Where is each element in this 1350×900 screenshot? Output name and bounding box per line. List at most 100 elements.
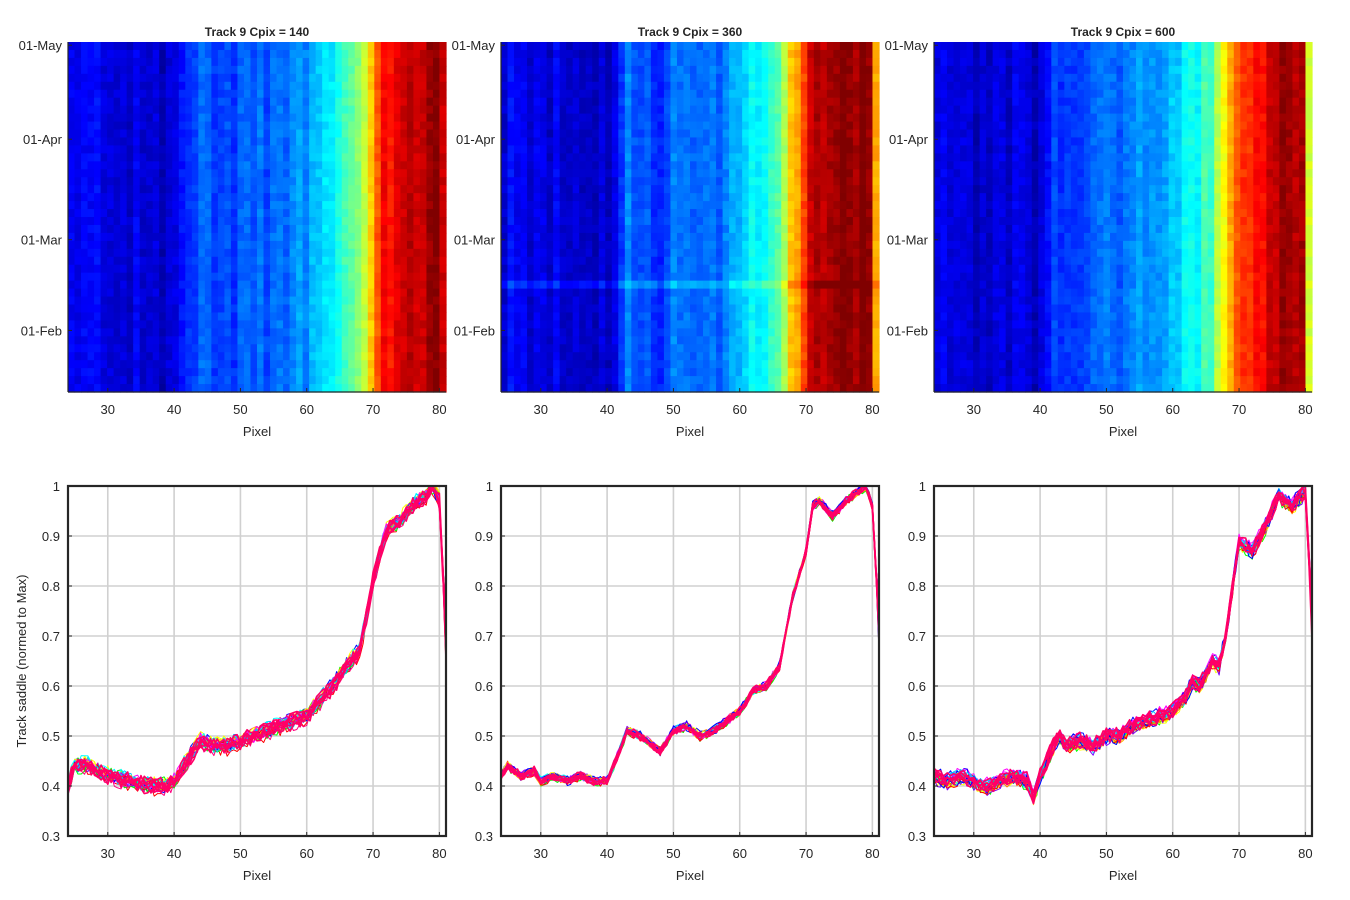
heatmap-cell — [794, 360, 802, 369]
heatmap-cell — [250, 288, 258, 298]
heatmap-cell — [126, 121, 134, 131]
heatmap-cell — [94, 344, 102, 353]
heatmap-cell — [100, 240, 108, 250]
heatmap-cell — [276, 224, 284, 234]
heatmap-cell — [637, 296, 645, 306]
heatmap-cell — [100, 368, 108, 377]
heatmap-cell — [813, 65, 821, 75]
x-tick-label: 40 — [167, 402, 181, 417]
heatmap-cell — [217, 73, 226, 83]
heatmap-cell — [139, 73, 147, 83]
heatmap-cell — [690, 193, 698, 202]
heatmap-cell — [165, 121, 173, 131]
heatmap-cell — [393, 81, 401, 91]
heatmap-cell — [413, 49, 421, 59]
heatmap-cell — [257, 272, 265, 282]
heatmap-cell — [676, 272, 685, 282]
heatmap-cell — [735, 201, 743, 210]
heatmap-cell — [263, 57, 271, 67]
heatmap-cell — [309, 201, 317, 210]
heatmap-cell — [624, 352, 632, 361]
heatmap-cell — [820, 232, 828, 242]
heatmap-cell — [553, 65, 561, 75]
heatmap-cell — [309, 185, 317, 194]
heatmap-cell — [722, 73, 730, 83]
heatmap-cell — [354, 209, 362, 218]
heatmap-cell — [289, 209, 297, 218]
heatmap-cell — [257, 65, 265, 75]
heatmap-cell — [833, 320, 841, 329]
heatmap-cell — [87, 89, 95, 99]
heatmap-cell — [696, 89, 704, 99]
heatmap-cell — [514, 232, 522, 242]
heatmap-cell — [592, 137, 600, 146]
heatmap-cell — [133, 129, 141, 139]
heatmap-cell — [566, 248, 574, 258]
heatmap-cell — [742, 224, 750, 234]
heatmap-cell — [413, 272, 421, 282]
heatmap-cell — [191, 224, 199, 234]
heatmap-cell — [237, 240, 245, 250]
heatmap-cell — [309, 49, 317, 59]
heatmap-cell — [68, 81, 76, 91]
heatmap-cell — [185, 312, 193, 321]
heatmap-cell — [546, 344, 554, 353]
heatmap-cell — [113, 384, 121, 393]
heatmap-cell — [800, 169, 808, 178]
heatmap-cell — [276, 360, 284, 369]
heatmap-cell — [592, 328, 600, 337]
heatmap-cell — [644, 73, 652, 83]
heatmap-cell — [755, 209, 763, 218]
heatmap-cell — [696, 232, 704, 242]
heatmap-cell — [315, 328, 323, 337]
heatmap-cell — [546, 73, 554, 83]
heatmap-cell — [585, 376, 593, 385]
heatmap-cell — [107, 121, 115, 131]
heatmap-cell — [657, 169, 665, 178]
heatmap-cell — [670, 360, 678, 369]
heatmap-cell — [683, 145, 691, 154]
heatmap-cell — [637, 57, 645, 67]
heatmap-cell — [159, 169, 167, 178]
heatmap-cell — [572, 105, 580, 115]
heatmap-cell — [807, 296, 815, 306]
heatmap-cell — [781, 121, 789, 131]
heatmap-cell — [546, 288, 554, 298]
heatmap-cell — [761, 296, 769, 306]
heatmap-cell — [263, 145, 271, 154]
heatmap-cell — [761, 145, 769, 154]
heatmap-cell — [380, 73, 388, 83]
heatmap-cell — [507, 153, 515, 162]
heatmap-cell — [592, 129, 600, 139]
heatmap-cell — [178, 49, 186, 59]
heatmap-cell — [703, 105, 711, 115]
heatmap-cell — [735, 81, 743, 91]
heatmap-cell — [133, 81, 141, 91]
heatmap-cell — [507, 256, 515, 266]
heatmap-cell — [406, 232, 415, 242]
heatmap-cell — [341, 145, 349, 154]
heatmap-cell — [315, 42, 323, 51]
heatmap-cell — [768, 240, 776, 250]
heatmap-cell — [690, 137, 698, 146]
heatmap-cell — [335, 65, 343, 75]
heatmap-cell — [670, 49, 678, 59]
heatmap-cell — [846, 368, 854, 377]
heatmap-cell — [172, 153, 180, 162]
heatmap-cell — [100, 89, 108, 99]
heatmap-cell — [683, 352, 691, 361]
heatmap-cell — [839, 145, 848, 154]
heatmap-cell — [794, 264, 802, 274]
heatmap-cell — [250, 296, 258, 306]
heatmap-cell — [387, 73, 395, 83]
heatmap-cell — [774, 296, 782, 306]
heatmap-cell — [309, 224, 317, 234]
heatmap-cell — [81, 296, 89, 306]
heatmap-cell — [611, 113, 619, 123]
heatmap-cell — [328, 113, 336, 123]
heatmap-cell — [243, 209, 252, 218]
heatmap-cell — [703, 57, 711, 67]
heatmap-cell — [191, 272, 199, 282]
heatmap-cell — [794, 129, 802, 139]
heatmap-cell — [709, 73, 717, 83]
